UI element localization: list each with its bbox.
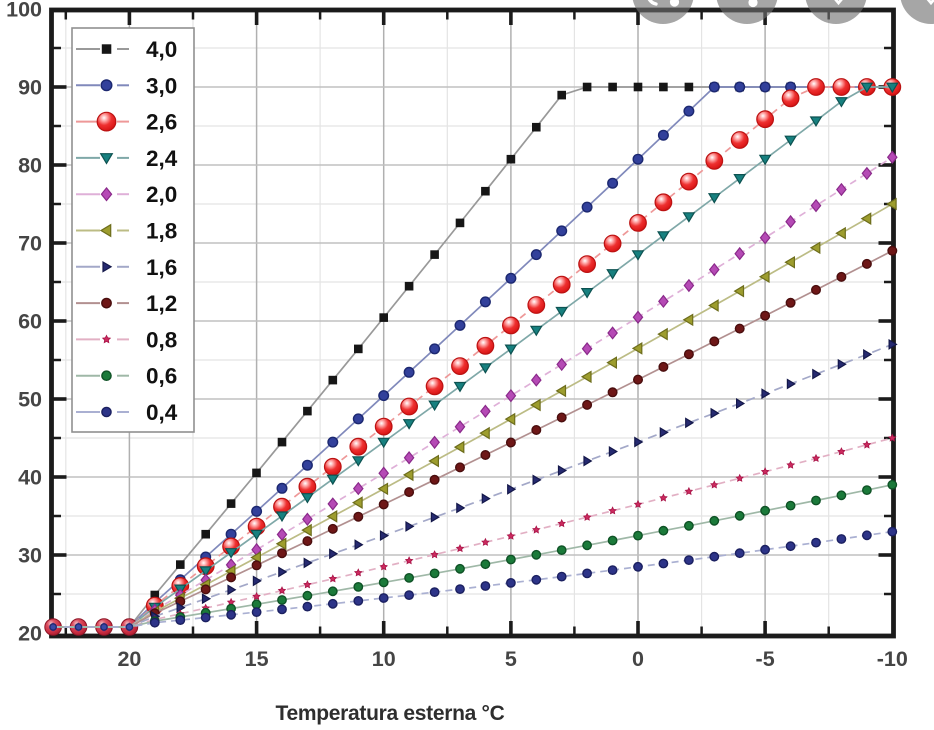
svg-text:1,2: 1,2 (146, 291, 177, 316)
svg-text:50: 50 (18, 388, 42, 412)
svg-text:10: 10 (372, 647, 396, 671)
svg-text:0,4: 0,4 (146, 400, 178, 425)
svg-text:0: 0 (632, 647, 644, 671)
svg-text:70: 70 (18, 232, 42, 256)
svg-text:4,0: 4,0 (146, 37, 177, 62)
svg-text:-5: -5 (756, 647, 775, 671)
svg-text:2,6: 2,6 (146, 110, 177, 135)
svg-text:100: 100 (6, 0, 42, 22)
svg-text:2,4: 2,4 (146, 146, 178, 171)
svg-text:15: 15 (245, 647, 269, 671)
svg-text:-10: -10 (877, 647, 908, 671)
svg-text:1,8: 1,8 (146, 219, 177, 244)
svg-text:1,6: 1,6 (146, 255, 177, 280)
svg-text:30: 30 (18, 544, 42, 568)
svg-text:80: 80 (18, 154, 42, 178)
svg-text:20: 20 (18, 622, 42, 646)
svg-text:0,8: 0,8 (146, 327, 177, 352)
svg-text:90: 90 (18, 76, 42, 100)
svg-text:60: 60 (18, 310, 42, 334)
svg-text:0,6: 0,6 (146, 364, 177, 389)
svg-text:3,0: 3,0 (146, 73, 177, 98)
svg-text:Temperatura esterna °C: Temperatura esterna °C (276, 702, 505, 725)
svg-text:20: 20 (117, 647, 141, 671)
svg-text:2,0: 2,0 (146, 182, 177, 207)
svg-text:5: 5 (505, 647, 517, 671)
svg-text:40: 40 (18, 466, 42, 490)
